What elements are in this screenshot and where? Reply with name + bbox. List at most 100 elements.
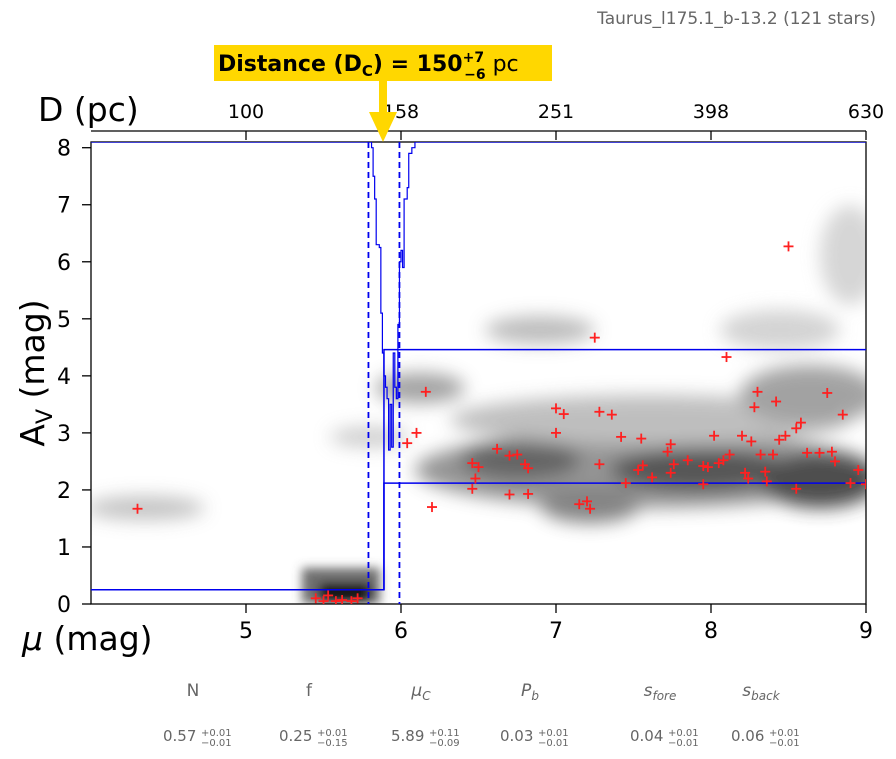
y-tick-label: 2 <box>57 479 71 504</box>
star-point <box>551 427 561 438</box>
star-point <box>783 241 794 252</box>
param-plus: +0.01 <box>317 728 348 739</box>
star-point <box>467 458 478 469</box>
param-plus: +0.01 <box>201 728 232 739</box>
star-point <box>752 386 763 397</box>
star-point <box>791 423 802 434</box>
param-name: sback <box>742 681 780 703</box>
star-point <box>420 386 431 397</box>
svg-text:Distance (DC) = 150+7−6 pc: Distance (DC) = 150+7 −6 pc <box>218 50 519 83</box>
star-point <box>718 455 729 466</box>
density-map <box>91 205 866 604</box>
x-tick-label: 5 <box>239 619 253 644</box>
star-point <box>473 462 484 473</box>
star-point <box>594 459 605 470</box>
param-value: 0.25 <box>279 727 312 745</box>
star-point <box>746 436 757 447</box>
y-tick-label: 3 <box>57 422 71 447</box>
star-point <box>662 446 673 457</box>
param-value: 0.03 <box>500 727 533 745</box>
param-minus: −0.15 <box>317 738 348 749</box>
top-tick-label: 630 <box>848 101 884 123</box>
param-name: N <box>187 681 200 701</box>
star-point <box>411 427 422 438</box>
star-point <box>574 499 585 510</box>
star-point <box>755 449 766 460</box>
param-minus: −0.01 <box>668 738 699 749</box>
star-point <box>467 483 478 494</box>
star-point <box>771 396 782 407</box>
star-point <box>492 443 503 454</box>
x-tick-label: 7 <box>549 619 563 644</box>
star-point <box>594 406 605 417</box>
star-point <box>830 456 840 467</box>
star-point <box>558 409 569 420</box>
x-tick-label: 9 <box>859 619 873 644</box>
star-point <box>814 447 825 458</box>
star-point <box>861 479 866 490</box>
posterior-curve <box>91 142 866 451</box>
param-minus: −0.01 <box>201 738 232 749</box>
star-point <box>330 596 341 604</box>
param-plus: +0.11 <box>429 728 460 739</box>
param-plus: +0.01 <box>769 728 800 739</box>
star-point <box>768 449 778 460</box>
star-point <box>337 595 348 604</box>
param-value: 0.04 <box>630 727 663 745</box>
param-value: 5.89 <box>391 727 424 745</box>
star-point <box>665 439 676 450</box>
param-value: 0.06 <box>731 727 764 745</box>
star-point <box>616 431 627 442</box>
y-tick-label: 5 <box>57 308 71 333</box>
star-point <box>427 502 437 513</box>
y-tick-label: 4 <box>57 365 71 390</box>
star-point <box>724 449 735 460</box>
star-point <box>698 479 709 490</box>
y-tick-label: 1 <box>57 536 71 561</box>
star-point <box>682 455 693 466</box>
param-value: 0.57 <box>163 727 196 745</box>
star-point <box>761 476 772 487</box>
star-point <box>774 434 785 445</box>
x-tick-label: 8 <box>704 619 718 644</box>
top-tick-label: 398 <box>693 101 729 123</box>
star-point <box>346 596 357 604</box>
star-point <box>853 464 864 475</box>
star-point <box>698 460 709 471</box>
star-point <box>323 590 334 601</box>
star-point <box>760 466 771 477</box>
star-point <box>647 472 658 483</box>
param-minus: −0.09 <box>429 738 460 749</box>
star-point <box>402 438 413 449</box>
star-point <box>791 483 802 494</box>
y-tick-label: 8 <box>57 137 71 162</box>
star-point <box>749 402 760 413</box>
star-point <box>826 446 837 457</box>
param-name: sfore <box>644 681 677 703</box>
star-point <box>845 478 856 489</box>
star-point <box>743 473 754 484</box>
star-point <box>470 473 481 484</box>
star-point <box>709 430 720 441</box>
star-point <box>620 478 631 489</box>
top-axis-label: D (pc) <box>38 90 139 129</box>
star-point <box>780 430 791 441</box>
star-point <box>665 467 676 478</box>
star-point <box>740 467 751 478</box>
star-point <box>512 449 523 460</box>
plot-area <box>90 141 867 605</box>
star-point <box>737 430 747 441</box>
x-tick-label: 6 <box>394 619 408 644</box>
distance-callout: Distance (DC) = 150+7 −6 pc <box>214 45 552 142</box>
y-tick-label: 6 <box>57 251 71 276</box>
star-point <box>837 409 848 420</box>
top-tick-label: 251 <box>538 101 574 123</box>
y-tick-label: 7 <box>57 194 71 219</box>
star-point <box>132 503 143 514</box>
param-minus: −0.01 <box>538 738 569 749</box>
star-point <box>633 464 644 475</box>
star-point <box>802 447 813 458</box>
star-point <box>589 332 600 343</box>
star-point <box>523 463 534 474</box>
